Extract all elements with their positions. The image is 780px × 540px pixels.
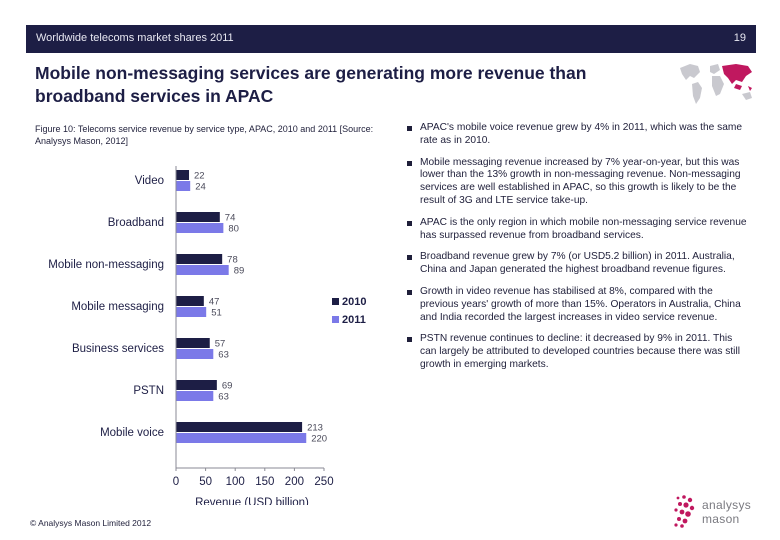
logo-dot: [674, 523, 678, 527]
data-label: 24: [195, 182, 206, 193]
bar-2011: [176, 307, 207, 317]
legend-swatch-2011: [332, 316, 339, 323]
bullet-marker: [407, 126, 412, 131]
bullet-marker: [407, 289, 412, 295]
legend-label: 2010: [342, 296, 366, 308]
bullet-list: APAC's mobile voice revenue grew by 4% i…: [406, 122, 751, 381]
logo-dot: [679, 509, 685, 515]
data-label: 69: [222, 381, 233, 392]
world-map-icon: [680, 64, 752, 104]
bar-2011: [176, 433, 307, 443]
bar-2010: [176, 170, 190, 180]
bar-2011: [176, 181, 191, 191]
bullet-text: APAC's mobile voice revenue grew by 4% i…: [420, 122, 743, 146]
header-bar: Worldwide telecoms market shares 2011 19: [26, 25, 756, 53]
category-label: Mobile voice: [100, 427, 164, 439]
bar-2010: [176, 422, 303, 432]
bullet-text: Mobile messaging revenue increased by 7%…: [420, 156, 741, 206]
bullet-marker: [407, 337, 412, 343]
page-number: 19: [733, 32, 746, 44]
category-label: PSTN: [133, 385, 164, 397]
bar-2011: [176, 349, 214, 359]
data-label: 63: [218, 350, 229, 361]
logo-dot: [683, 502, 689, 508]
logo-dot: [687, 497, 693, 503]
bullet-marker: [407, 220, 412, 226]
logo-dot: [678, 502, 682, 506]
category-label: Mobile messaging: [71, 301, 164, 313]
bullet-item: Growth in video revenue has stabilised a…: [406, 286, 751, 324]
logo-dot: [682, 495, 686, 499]
data-label: 74: [225, 213, 236, 224]
slide-title: Mobile non-messaging services are genera…: [35, 63, 587, 106]
bar-2011: [176, 265, 229, 275]
category-label: Business services: [72, 343, 164, 355]
bullet-text: APAC is the only region in which mobile …: [420, 216, 747, 241]
x-tick-label: 100: [226, 476, 245, 488]
deck-title: Worldwide telecoms market shares 2011: [36, 32, 234, 44]
x-tick-label: 150: [255, 476, 274, 488]
data-label: 80: [228, 224, 239, 235]
bar-2010: [176, 338, 210, 348]
bullet-marker: [407, 255, 412, 261]
data-label: 47: [209, 297, 220, 308]
bar-2010: [176, 254, 223, 264]
analysys-mason-logo: analysys mason: [672, 492, 752, 532]
bullet-item: Mobile messaging revenue increased by 7%…: [406, 157, 751, 208]
logo-line1: analysys: [702, 498, 752, 512]
logo-dot: [680, 524, 684, 528]
data-label: 22: [194, 171, 205, 182]
bar-2010: [176, 296, 204, 306]
bar-2010: [176, 380, 217, 390]
data-label: 220: [311, 434, 327, 445]
logo-dot: [689, 505, 695, 511]
bar-2011: [176, 391, 214, 401]
category-label: Video: [135, 175, 164, 187]
x-tick-label: 0: [173, 476, 179, 488]
copyright-footer: © Analysys Mason Limited 2012: [30, 518, 152, 528]
bullet-marker: [407, 160, 412, 166]
x-tick-label: 200: [285, 476, 304, 488]
x-axis-title: Revenue (USD billion): [195, 497, 309, 505]
logo-dot: [682, 518, 688, 524]
bullet-text: Growth in video revenue has stabilised a…: [420, 285, 741, 323]
data-label: 89: [234, 266, 245, 277]
x-tick-label: 50: [199, 476, 212, 488]
data-label: 51: [211, 308, 222, 319]
bullet-item: APAC is the only region in which mobile …: [406, 217, 751, 243]
bullet-item: PSTN revenue continues to decline: it de…: [406, 333, 751, 371]
bullet-item: Broadband revenue grew by 7% (or USD5.2 …: [406, 251, 751, 277]
bullet-text: Broadband revenue grew by 7% (or USD5.2 …: [420, 251, 735, 276]
logo-dot: [676, 496, 680, 500]
bar-2011: [176, 223, 224, 233]
logo-dot: [674, 508, 678, 512]
x-tick-label: 250: [314, 476, 333, 488]
logo-dot: [685, 511, 691, 517]
bullet-item: APAC's mobile voice revenue grew by 4% i…: [406, 122, 751, 148]
data-label: 213: [307, 423, 323, 434]
legend-swatch-2010: [332, 298, 339, 305]
logo-line2: mason: [702, 512, 740, 526]
data-label: 57: [215, 339, 226, 350]
data-label: 78: [227, 255, 238, 266]
logo-dots-icon: [674, 495, 695, 528]
logo-dot: [677, 517, 681, 521]
data-label: 63: [218, 392, 229, 403]
figure-caption: Figure 10: Telecoms service revenue by s…: [35, 124, 374, 146]
bullet-text: PSTN revenue continues to decline: it de…: [420, 333, 740, 370]
bar-2010: [176, 212, 220, 222]
legend-label: 2011: [342, 314, 366, 326]
category-label: Mobile non-messaging: [48, 259, 164, 271]
category-label: Broadband: [108, 217, 164, 229]
